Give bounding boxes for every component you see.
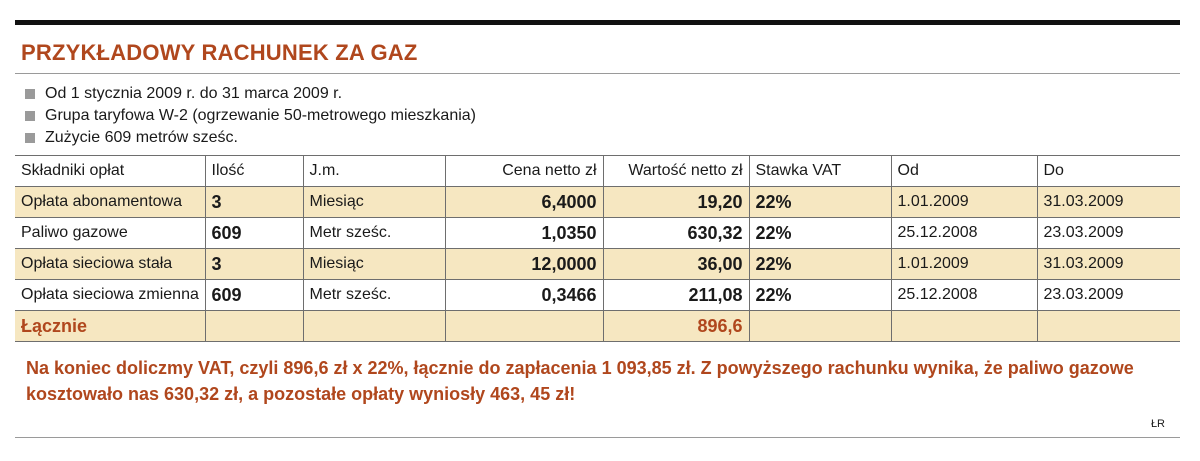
table-cell: 6,4000 [445,186,604,218]
bullet-item: Grupa taryfowa W-2 (ogrzewanie 50-metrow… [25,105,476,127]
table-cell: Miesiąc [303,186,446,218]
table-cell: 25.12.2008 [891,279,1038,311]
table-cell: 630,32 [603,217,750,249]
table-total-row: Łącznie 896,6 [15,310,1180,342]
table-cell: 1.01.2009 [891,248,1038,280]
table-row: Opłata sieciowa zmienna 609 Metr sześc. … [15,279,1180,311]
table-cell: 3 [205,186,304,218]
table-cell: 22% [749,279,892,311]
table-cell: 19,20 [603,186,750,218]
table-cell: 609 [205,217,304,249]
bill-table: Składniki opłat Ilość J.m. Cena netto zł… [15,155,1180,342]
table-cell [891,310,1038,342]
bullet-text: Zużycie 609 metrów sześc. [45,129,238,146]
column-header: Ilość [205,155,304,187]
table-cell: 211,08 [603,279,750,311]
table-cell: Opłata abonamentowa [15,186,206,218]
column-header: Wartość netto zł [603,155,750,187]
divider [15,73,1180,74]
table-cell: 31.03.2009 [1037,248,1180,280]
square-bullet-icon [25,89,35,99]
table-cell: Metr sześc. [303,217,446,249]
table-row: Opłata abonamentowa 3 Miesiąc 6,4000 19,… [15,186,1180,218]
bullet-text: Od 1 stycznia 2009 r. do 31 marca 2009 r… [45,85,343,102]
table-row: Paliwo gazowe 609 Metr sześc. 1,0350 630… [15,217,1180,249]
column-header: Stawka VAT [749,155,892,187]
page-title: PRZYKŁADOWY RACHUNEK ZA GAZ [21,40,418,65]
square-bullet-icon [25,111,35,121]
bullet-text: Grupa taryfowa W-2 (ogrzewanie 50-metrow… [45,107,476,124]
square-bullet-icon [25,133,35,143]
table-cell [749,310,892,342]
top-bar [15,20,1180,25]
table-cell: 25.12.2008 [891,217,1038,249]
table-cell: 0,3466 [445,279,604,311]
table-cell: Miesiąc [303,248,446,280]
summary-text: Na koniec doliczmy VAT, czyli 896,6 zł x… [26,358,1134,404]
bullet-item: Od 1 stycznia 2009 r. do 31 marca 2009 r… [25,83,476,105]
table-cell: 23.03.2009 [1037,279,1180,311]
column-header: Składniki opłat [15,155,206,187]
table-row: Opłata sieciowa stała 3 Miesiąc 12,0000 … [15,248,1180,280]
table-cell [445,310,604,342]
total-label: Łącznie [15,310,206,342]
divider [15,437,1180,438]
total-value: 896,6 [603,310,750,342]
column-header: Cena netto zł [445,155,604,187]
table-cell [205,310,304,342]
table-cell: 22% [749,186,892,218]
table-cell [303,310,446,342]
table-cell: Opłata sieciowa stała [15,248,206,280]
bullet-item: Zużycie 609 metrów sześc. [25,127,476,149]
table-cell: 22% [749,217,892,249]
table-cell: 23.03.2009 [1037,217,1180,249]
table-cell: Opłata sieciowa zmienna [15,279,206,311]
table-header-row: Składniki opłat Ilość J.m. Cena netto zł… [15,155,1180,187]
table-cell: 31.03.2009 [1037,186,1180,218]
table-cell: 1.01.2009 [891,186,1038,218]
author-credit: ŁR [1150,418,1165,430]
table-cell: 609 [205,279,304,311]
column-header: Do [1037,155,1180,187]
column-header: J.m. [303,155,446,187]
table-cell: 1,0350 [445,217,604,249]
table-cell: Metr sześc. [303,279,446,311]
table-cell: 22% [749,248,892,280]
table-cell: Paliwo gazowe [15,217,206,249]
column-header: Od [891,155,1038,187]
table-cell: 12,0000 [445,248,604,280]
table-cell: 36,00 [603,248,750,280]
bullet-list: Od 1 stycznia 2009 r. do 31 marca 2009 r… [25,83,476,149]
table-cell [1037,310,1180,342]
table-cell: 3 [205,248,304,280]
